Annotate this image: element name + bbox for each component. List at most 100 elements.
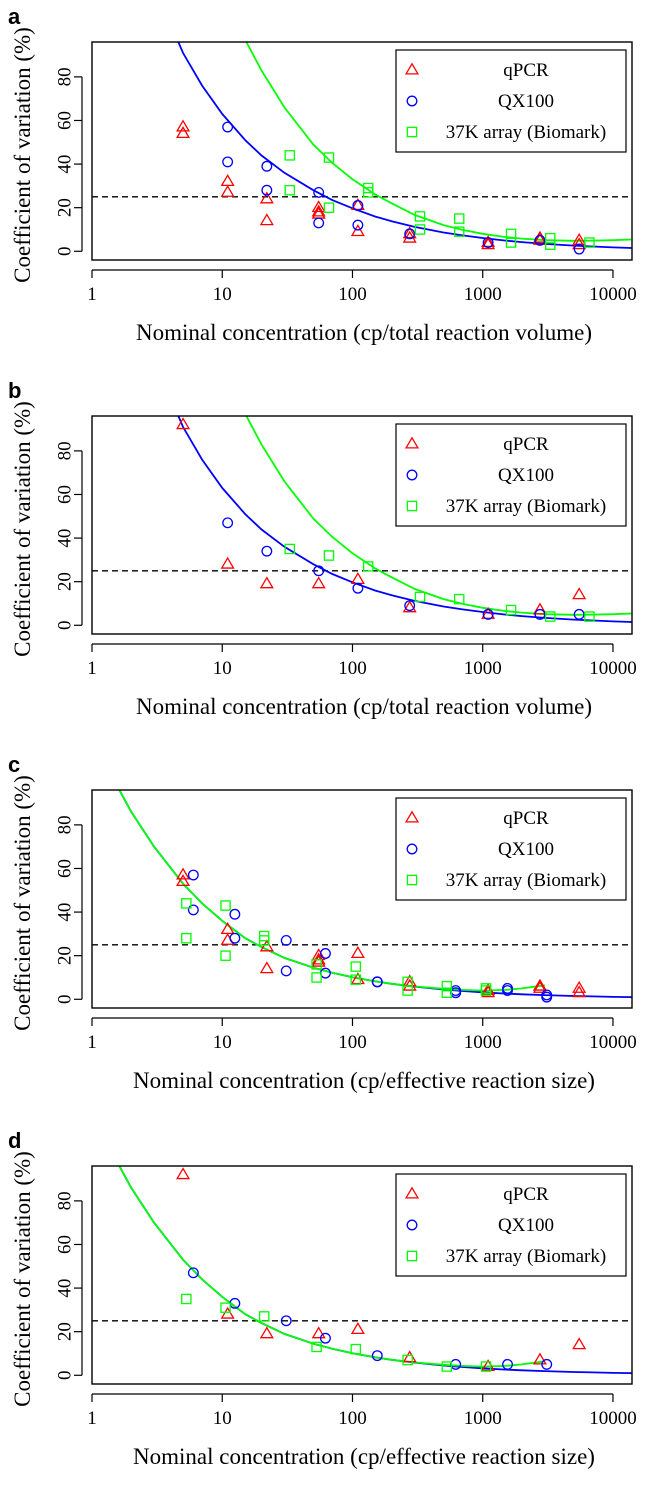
x-tick-label: 100 xyxy=(338,1032,367,1053)
data-point xyxy=(534,234,546,246)
y-tick-label: 40 xyxy=(54,1279,75,1298)
legend-marker xyxy=(404,810,420,823)
x-tick-label: 10 xyxy=(213,1408,232,1429)
data-point xyxy=(284,184,296,196)
x-tick-label: 1 xyxy=(87,284,97,305)
plot-frame xyxy=(91,415,633,635)
data-point xyxy=(259,576,274,589)
data-point xyxy=(229,908,241,920)
data-point xyxy=(572,985,587,998)
data-point xyxy=(220,932,235,945)
data-point xyxy=(480,985,492,996)
data-point xyxy=(453,213,465,224)
data-point xyxy=(319,967,331,979)
series-circle xyxy=(187,869,553,1003)
data-point xyxy=(280,934,292,946)
fitted-curve-2 xyxy=(118,790,546,992)
data-point xyxy=(584,611,595,622)
y-tick-label: 80 xyxy=(54,441,75,460)
data-point xyxy=(350,1343,362,1355)
panel-label: b xyxy=(8,378,21,403)
legend-marker xyxy=(404,62,420,75)
legend-box xyxy=(395,1173,627,1277)
data-point xyxy=(404,228,416,240)
chart-panel-c: c 1 10 100 1000 10000 0 20 40 60 80 Nominal concent… xyxy=(8,752,637,1093)
chart-panel-b: b 1 10 100 1000 10000 0 20 40 60 80 Nominal concent… xyxy=(8,378,637,719)
data-point xyxy=(572,1337,587,1350)
data-point xyxy=(259,939,274,952)
fitted-curve-1 xyxy=(177,416,632,623)
data-point xyxy=(323,550,335,561)
data-point xyxy=(187,1267,199,1279)
data-point xyxy=(362,561,374,572)
data-point xyxy=(453,593,465,605)
data-point xyxy=(187,904,199,916)
y-tick-label: 20 xyxy=(54,198,75,217)
data-point xyxy=(313,217,325,229)
data-point xyxy=(481,235,496,248)
y-axis-title: Coefficient of variation (%) xyxy=(10,401,35,657)
data-point xyxy=(482,237,494,249)
data-point xyxy=(481,606,496,619)
x-tick-label: 100 xyxy=(338,658,367,679)
legend-marker xyxy=(406,1250,418,1262)
data-point xyxy=(482,608,494,620)
x-tick-label: 10 xyxy=(213,284,232,305)
x-tick-label: 10000 xyxy=(589,1408,637,1429)
legend-box xyxy=(395,423,627,527)
data-point xyxy=(176,126,191,139)
legend-label: qPCR xyxy=(503,808,549,829)
legend: qPCR QX100 37K array (Biomark) xyxy=(395,1173,627,1277)
plot-frame xyxy=(91,41,633,261)
x-tick-label: 1 xyxy=(87,658,97,679)
data-point xyxy=(222,156,234,168)
panel-label: c xyxy=(8,752,20,777)
panel-label: d xyxy=(8,1128,21,1153)
x-tick-label: 10000 xyxy=(589,658,637,679)
series-circle xyxy=(222,121,585,255)
data-point xyxy=(258,1311,270,1322)
data-point xyxy=(176,119,191,132)
data-point xyxy=(545,232,556,244)
y-tick-label: 60 xyxy=(54,1235,75,1254)
data-point xyxy=(502,982,513,994)
data-point xyxy=(402,226,417,239)
data-point xyxy=(311,204,326,217)
data-point xyxy=(453,226,465,237)
data-point xyxy=(323,152,335,163)
legend-marker xyxy=(406,500,418,512)
x-tick-label: 100 xyxy=(338,284,367,305)
data-point xyxy=(402,600,417,613)
legend: qPCR QX100 37K array (Biomark) xyxy=(395,49,627,153)
data-point xyxy=(502,985,513,997)
x-tick-label: 1000 xyxy=(464,1408,502,1429)
data-point xyxy=(319,1332,331,1344)
data-point xyxy=(261,184,273,196)
data-point xyxy=(480,1361,492,1372)
y-tick-label: 60 xyxy=(54,485,75,504)
data-point xyxy=(441,1361,453,1372)
data-point xyxy=(319,948,331,959)
data-point xyxy=(541,991,553,1003)
y-tick-label: 20 xyxy=(54,1322,75,1341)
x-tick-label: 100 xyxy=(338,1408,367,1429)
data-point xyxy=(450,1358,462,1370)
data-point xyxy=(352,582,364,594)
data-point xyxy=(311,1326,326,1339)
legend-marker xyxy=(406,874,418,886)
legend-label: qPCR xyxy=(503,60,549,81)
x-tick-label: 10 xyxy=(213,658,232,679)
data-point xyxy=(220,556,235,569)
legend-label: QX100 xyxy=(498,1215,554,1236)
series-square xyxy=(181,1293,492,1372)
legend-label: qPCR xyxy=(503,434,549,455)
y-tick-label: 40 xyxy=(54,155,75,174)
data-point xyxy=(313,186,325,198)
data-point xyxy=(176,874,191,887)
plot-frame xyxy=(91,1165,633,1385)
data-point xyxy=(573,243,585,255)
data-point xyxy=(545,239,556,250)
y-tick-label: 0 xyxy=(54,995,75,1005)
data-point xyxy=(181,898,192,909)
legend-marker xyxy=(406,469,418,481)
